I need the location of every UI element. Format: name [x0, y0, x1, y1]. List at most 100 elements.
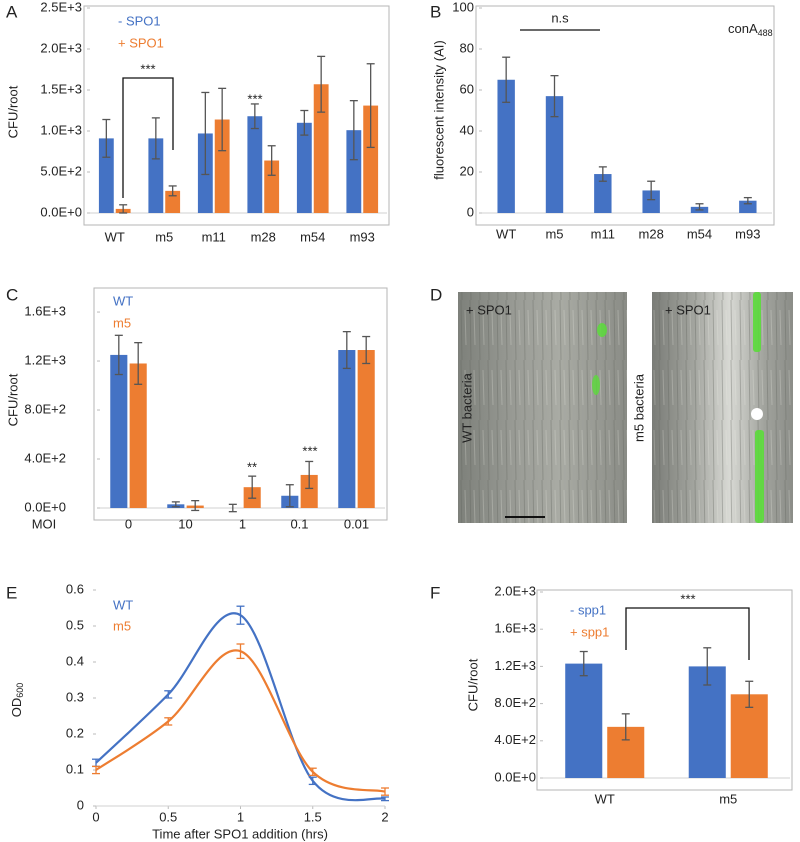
y-tick-label: 2.0E+3 — [494, 583, 536, 598]
bar — [300, 474, 318, 508]
bar — [739, 200, 757, 213]
bar — [110, 354, 128, 508]
y-tick-label: 1.0E+3 — [40, 122, 82, 137]
micrograph-panel: + SPO1 + SPO1 WT bacteria m5 bacteria — [458, 292, 793, 523]
bar — [497, 79, 515, 213]
x-tick-label: m5 — [719, 791, 737, 806]
y-tick-label: 40 — [460, 122, 474, 137]
y-tick-label: 1.2E+3 — [24, 352, 66, 367]
y-tick-label: 0.3 — [66, 689, 84, 704]
fluorescence-spot — [597, 323, 607, 337]
y-tick-label: 0.0E+0 — [24, 499, 66, 514]
x-tick-label: 1 — [237, 809, 244, 824]
legend-entry: + spp1 — [570, 624, 609, 639]
bar — [730, 694, 768, 778]
y-tick-label: 80 — [460, 40, 474, 55]
panel-letter: B — [430, 2, 441, 21]
annotation: *** — [247, 91, 262, 106]
bar — [594, 174, 612, 213]
image-label: + SPO1 — [665, 302, 711, 317]
x-tick-label: 0 — [92, 809, 99, 824]
y-tick-label: 0.0E+0 — [494, 769, 536, 784]
y-tick-label: 4.0E+2 — [24, 450, 66, 465]
x-tick-label: m28 — [639, 226, 664, 241]
x-tick-label: 2 — [381, 809, 388, 824]
y-tick-label: 0.5 — [66, 617, 84, 632]
legend-entry: m5 — [113, 618, 131, 633]
x-axis-label: MOI — [32, 516, 57, 531]
line-series — [95, 612, 386, 802]
bar — [565, 663, 603, 778]
image-label: + SPO1 — [466, 302, 512, 317]
y-tick-label: 0.2 — [66, 725, 84, 740]
y-tick-label: 0.4 — [66, 653, 84, 668]
y-tick-label: 1.6E+3 — [494, 621, 536, 636]
panel-letter: A — [6, 2, 18, 21]
x-tick-label: 1.5 — [304, 809, 322, 824]
y-axis-label: CFU/root — [5, 85, 20, 138]
x-tick-label: 10 — [178, 516, 192, 531]
x-tick-label: WT — [105, 229, 125, 244]
x-tick-label: m28 — [251, 229, 276, 244]
y-axis-label: CFU/root — [5, 373, 20, 426]
x-tick-label: 0.1 — [290, 516, 308, 531]
y-tick-label: 1.6E+3 — [24, 303, 66, 318]
plot-frame — [475, 5, 775, 226]
bar — [357, 350, 375, 508]
y-tick-label: 8.0E+2 — [494, 695, 536, 710]
y-axis-label: fluorescent intensity (AI) — [431, 40, 446, 179]
y-tick-label: 1.5E+3 — [40, 81, 82, 96]
panel-letter: D — [430, 285, 442, 304]
y-tick-label: 1.2E+3 — [494, 658, 536, 673]
legend-entry: m5 — [113, 315, 131, 330]
x-tick-label: m11 — [202, 229, 226, 244]
image-caption: WT bacteria — [459, 372, 474, 443]
x-tick-label: 0.5 — [159, 809, 177, 824]
significance-bracket — [122, 77, 174, 198]
x-tick-label: WT — [595, 791, 615, 806]
x-tick-label: m54 — [687, 226, 712, 241]
note-subscript: 488 — [758, 28, 773, 38]
x-tick-label: m93 — [350, 229, 375, 244]
y-tick-label: 60 — [460, 81, 474, 96]
y-tick-label: 0 — [467, 204, 474, 219]
bar — [214, 119, 230, 213]
bar — [363, 105, 379, 213]
y-tick-label: 5.0E+2 — [40, 163, 82, 178]
image-caption: m5 bacteria — [631, 373, 646, 442]
y-label-subscript: 600 — [15, 683, 25, 698]
fluorescence-spot — [753, 292, 761, 352]
y-tick-label: 2.5E+3 — [40, 0, 82, 14]
y-tick-label: 0 — [77, 797, 84, 812]
plot-frame — [83, 5, 390, 226]
y-tick-label: 100 — [452, 0, 474, 14]
x-tick-label: WT — [496, 226, 516, 241]
plot-frame — [536, 589, 793, 791]
legend-entry: WT — [113, 597, 133, 612]
bar — [313, 84, 329, 213]
x-tick-label: m5 — [545, 226, 563, 241]
x-tick-label: m54 — [300, 229, 325, 244]
bar — [338, 350, 356, 508]
significance-bracket — [625, 607, 750, 660]
x-tick-label: m5 — [155, 229, 173, 244]
y-tick-label: 20 — [460, 163, 474, 178]
bar — [264, 160, 280, 213]
x-tick-label: 0 — [125, 516, 132, 531]
y-tick-label: 4.0E+2 — [494, 732, 536, 747]
bar — [247, 116, 263, 213]
y-label-text: OD — [9, 698, 24, 718]
panel-letter: E — [6, 583, 17, 602]
bar — [346, 130, 362, 213]
legend-entry: - spp1 — [570, 602, 606, 617]
annotation: n.s — [551, 10, 569, 25]
plot-frame — [93, 287, 388, 521]
x-axis-label: Time after SPO1 addition (hrs) — [152, 826, 328, 841]
annotation: ** — [247, 459, 257, 474]
bright-spot — [751, 408, 763, 420]
panel-letter: C — [6, 285, 18, 304]
legend-entry: WT — [113, 293, 133, 308]
legend-entry: - SPO1 — [118, 13, 161, 28]
x-tick-label: m11 — [591, 226, 615, 241]
